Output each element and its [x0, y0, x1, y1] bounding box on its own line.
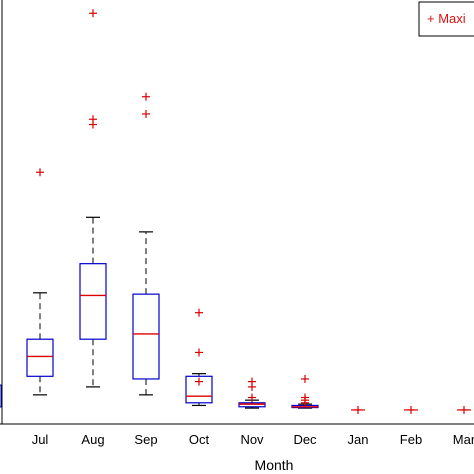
boxes-layer [26, 9, 471, 414]
partial-box-rect [0, 384, 2, 408]
outlier-marker [89, 9, 97, 18]
outlier-marker [407, 405, 415, 414]
outlier-marker [301, 393, 309, 402]
outlier-marker [195, 377, 203, 386]
x-tick-label: Jul [32, 432, 49, 447]
x-tick-labels: Jul Aug Sep Oct Nov Dec Jan Feb Mar [32, 432, 474, 447]
x-axis-title: Month [255, 457, 294, 473]
outlier-marker [301, 374, 309, 383]
outlier-marker [195, 348, 203, 357]
outlier-marker [248, 377, 256, 386]
outlier-marker [195, 308, 203, 317]
box-aug [79, 9, 107, 388]
box-iqr [79, 263, 107, 340]
box-oct [185, 308, 213, 407]
outlier-marker [354, 405, 362, 414]
box-iqr [26, 338, 54, 377]
x-tick-label: Nov [240, 432, 264, 447]
legend: + Maxi [418, 1, 474, 37]
outlier-marker [36, 168, 44, 177]
box-nov [238, 377, 266, 409]
box-iqr [185, 375, 213, 404]
x-tick-label: Oct [189, 432, 210, 447]
outlier-marker [89, 115, 97, 124]
x-tick-label: Sep [134, 432, 157, 447]
legend-box [418, 1, 474, 37]
x-tick-label: Mar [453, 432, 474, 447]
partial-box-cropped [0, 384, 2, 408]
box-iqr [132, 293, 160, 380]
box-jan [351, 405, 365, 414]
outlier-marker [142, 109, 150, 118]
legend-label: + Maxi [427, 11, 466, 26]
box-sep [132, 92, 160, 396]
outlier-marker [248, 393, 256, 402]
box-jul [26, 168, 54, 396]
x-tick-label: Feb [400, 432, 422, 447]
outlier-marker [142, 92, 150, 101]
outlier-marker [460, 405, 468, 414]
x-tick-label: Dec [293, 432, 317, 447]
x-tick-label: Aug [81, 432, 104, 447]
box-mar [457, 405, 471, 414]
box-dec [291, 374, 319, 409]
box-feb [404, 405, 418, 414]
x-tick-label: Jan [348, 432, 369, 447]
